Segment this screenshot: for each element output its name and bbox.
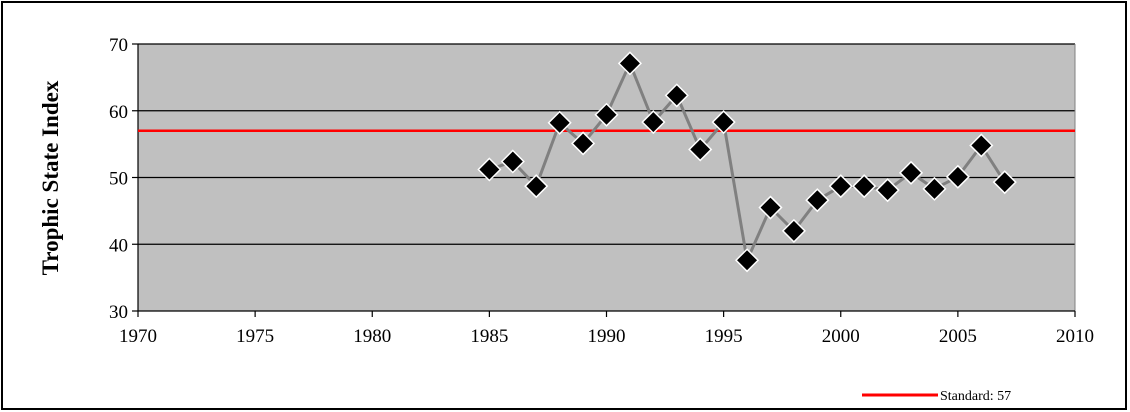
x-tick-label-2010: 2010 — [1056, 326, 1094, 347]
data-point-2001 — [852, 174, 877, 199]
data-point-1997 — [758, 195, 783, 220]
data-point-1985 — [477, 157, 502, 182]
x-tick-label-2000: 2000 — [822, 326, 860, 347]
y-tick-label-70: 70 — [109, 35, 128, 56]
x-tick-label-1975: 1975 — [236, 326, 274, 347]
data-point-2000 — [828, 174, 853, 199]
legend-label-standard: Standard: 57 — [940, 389, 1011, 404]
data-point-2002 — [875, 178, 900, 203]
data-point-1989 — [571, 131, 596, 156]
legend: Standard: 57 — [862, 389, 1011, 404]
markers-group — [477, 51, 1017, 273]
data-point-2007 — [992, 170, 1017, 195]
x-tick-label-1980: 1980 — [353, 326, 391, 347]
data-point-2005 — [945, 164, 970, 189]
y-tick-label-60: 60 — [109, 102, 128, 123]
data-point-2004 — [922, 176, 947, 201]
data-point-2003 — [898, 160, 924, 185]
data-point-1996 — [734, 248, 760, 273]
y-tick-label-30: 30 — [109, 302, 128, 323]
data-point-2006 — [969, 133, 994, 158]
y-tick-label-40: 40 — [109, 235, 128, 256]
axes — [132, 43, 1076, 317]
data-point-1994 — [688, 137, 713, 162]
data-point-1993 — [664, 83, 689, 108]
data-point-1998 — [781, 218, 806, 243]
data-point-1991 — [617, 51, 642, 76]
x-tick-label-1990: 1990 — [588, 326, 626, 347]
data-point-1986 — [500, 149, 525, 174]
x-tick-label-1995: 1995 — [705, 326, 743, 347]
data-point-1990 — [594, 102, 619, 127]
y-tick-label-50: 50 — [109, 169, 128, 190]
data-point-1992 — [641, 110, 666, 135]
data-point-1995 — [711, 110, 736, 135]
data-point-1987 — [524, 174, 549, 199]
data-point-1999 — [805, 188, 830, 213]
data-point-1988 — [547, 110, 572, 135]
tick-labels: 30 40 50 60 70 1970 1975 1980 1985 1990 1995 2000 20… — [109, 35, 1094, 347]
y-axis-title: Trophic State Index — [38, 80, 63, 275]
x-tick-label-1970: 1970 — [119, 326, 157, 347]
x-tick-label-2005: 2005 — [939, 326, 977, 347]
x-tick-label-1985: 1985 — [470, 326, 508, 347]
